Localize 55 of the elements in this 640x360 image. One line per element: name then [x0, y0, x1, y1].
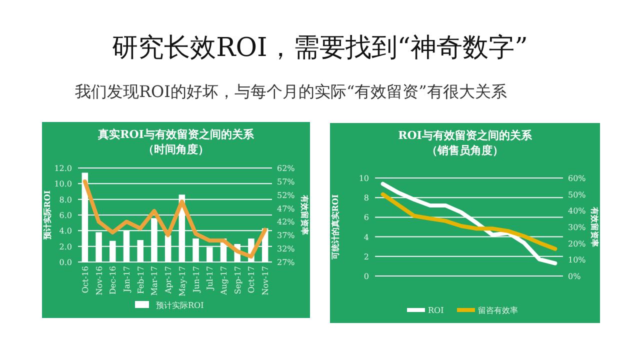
x-tick-label: Dec-16 [108, 266, 118, 295]
y2-tick-label: 10% [568, 256, 586, 265]
legend-label: ROI [428, 306, 444, 315]
y-tick-label: 10 [358, 174, 369, 183]
y-tick-label: 4 [364, 232, 369, 242]
y-tick-label: 8 [364, 194, 369, 203]
y2-tick-label: 62% [277, 164, 296, 173]
y2-tick-label: 52% [277, 190, 296, 200]
y-tick-label: 4.0 [59, 226, 72, 236]
x-tick-label: Oct-16 [80, 266, 90, 294]
y2-tick-label: 37% [277, 231, 296, 240]
y2-tick-label: 42% [277, 218, 296, 227]
x-tick-label: Aug-17 [220, 266, 228, 296]
x-tick-label: Sep-17 [233, 266, 242, 294]
y2-axis-title: 有效留资率 [590, 206, 600, 247]
x-tick-label: Apr-17 [164, 266, 174, 295]
y-tick-label: 2.0 [59, 242, 72, 252]
legend-label: 预计实际ROI [156, 301, 204, 310]
chart-subtitle: （时间角度） [143, 143, 209, 156]
x-tick-label: Nov-16 [94, 266, 104, 296]
x-tick-label: Jul-17 [206, 266, 215, 291]
x-tick-label: Jan-17 [122, 266, 132, 294]
y2-tick-label: 57% [277, 177, 296, 186]
y-tick-label: 2 [364, 252, 369, 262]
text: 我们发现ROI的好坏，与每个月的实际“有效留资”有很大关系 [75, 82, 507, 101]
x-tick-label: Oct-17 [247, 266, 256, 294]
y-tick-label: 0.0 [59, 258, 72, 267]
chart-subtitle: （销售员角度） [426, 144, 504, 157]
y-axis-title: 可统计的真实ROI [330, 194, 340, 261]
x-tick-label: Mar-17 [150, 266, 160, 296]
y2-tick-label: 20% [568, 239, 586, 248]
y2-axis-title: 有效留资率 [300, 194, 310, 235]
y-tick-label: 10.0 [54, 180, 72, 189]
y-tick-label: 6 [364, 213, 369, 222]
y2-tick-label: 27% [277, 258, 296, 267]
text: 研究长效ROI，需要找到“神奇数字” [112, 33, 528, 63]
x-tick-label: May-17 [178, 266, 187, 296]
y-tick-label: 12.0 [54, 164, 72, 173]
legend-label: 留咨有效率 [478, 306, 518, 315]
y2-tick-label: 32% [277, 244, 296, 254]
y-tick-label: 8.0 [59, 195, 72, 204]
x-tick-label: Nov-17 [261, 266, 270, 296]
y2-tick-label: 30% [568, 223, 586, 232]
x-tick-label: Jun-17 [192, 266, 201, 294]
y2-tick-label: 47% [277, 204, 296, 214]
chart-title: ROI与有效留资之间的关系 [398, 129, 533, 142]
y2-tick-label: 50% [568, 190, 586, 200]
y2-tick-label: 0% [568, 272, 582, 281]
y-tick-label: 6.0 [59, 211, 72, 220]
y-tick-label: 0 [364, 272, 369, 281]
y-axis-title: 预计实际ROI [42, 190, 52, 241]
chart-title: 真实ROI与有效留资之间的关系 [97, 128, 255, 141]
y2-tick-label: 40% [568, 206, 586, 216]
x-tick-label: Feb-17 [136, 266, 146, 294]
y2-tick-label: 60% [568, 174, 586, 183]
